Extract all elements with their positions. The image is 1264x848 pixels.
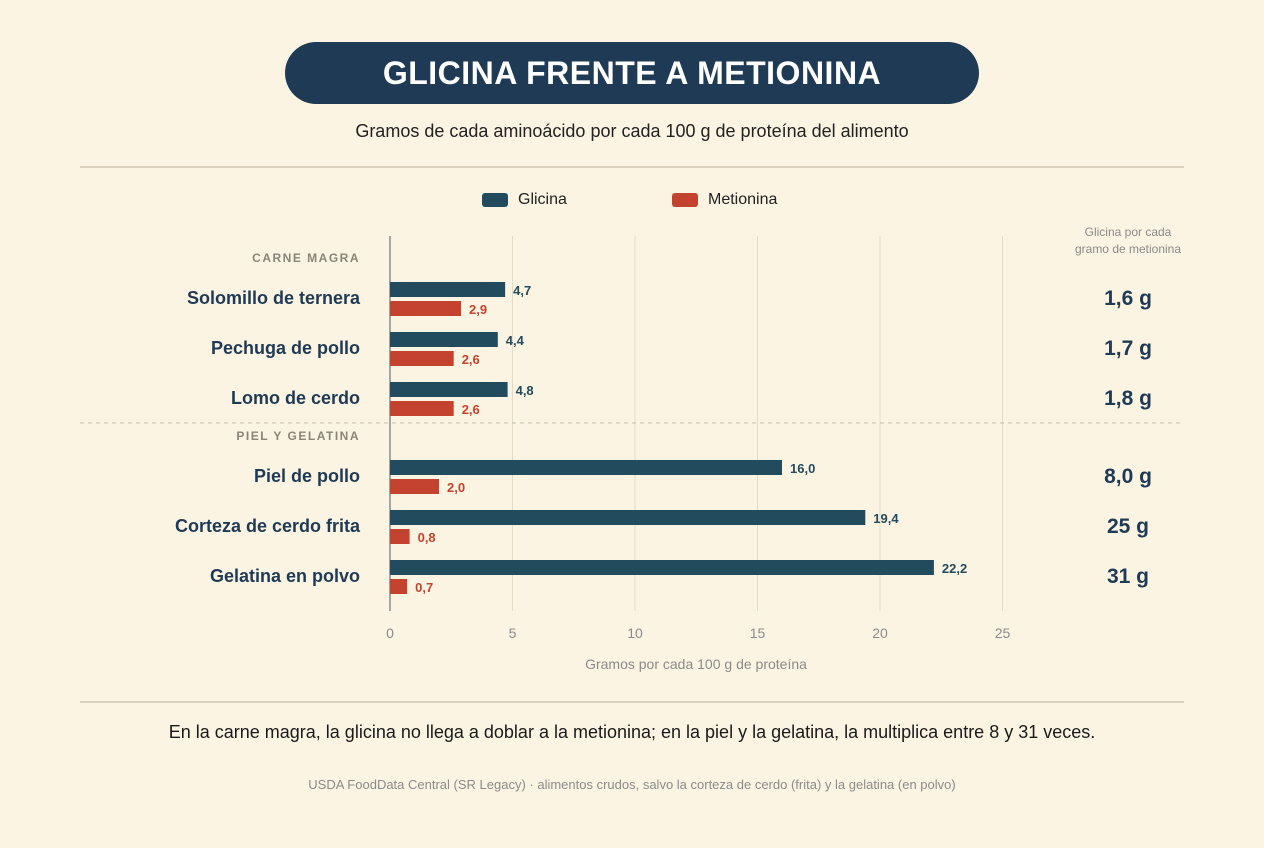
chart-title: GLICINA FRENTE A METIONINA: [382, 54, 882, 91]
data-label-methionine: 2,6: [462, 352, 480, 367]
bar-methionine: [390, 479, 439, 494]
ratio-column-header: Glicina por cada gramo de metionina: [1062, 224, 1194, 258]
data-label-glycine: 19,4: [873, 511, 899, 526]
legend-label-glycine: Glicina: [518, 191, 567, 208]
bar-methionine: [390, 529, 410, 544]
group-label: PIEL Y GELATINA: [236, 429, 360, 443]
x-axis-label: Gramos por cada 100 g de proteína: [585, 656, 807, 672]
bar-glycine: [390, 382, 508, 397]
chart-subtitle: Gramos de cada aminoácido por cada 100 g…: [355, 121, 909, 141]
bar-methionine: [390, 401, 454, 416]
ratio-value: 1,8 g: [1104, 387, 1152, 410]
data-label-glycine: 4,7: [513, 283, 531, 298]
chart-footnote: En la carne magra, la glicina no llega a…: [168, 722, 1096, 742]
bottom-divider: [80, 701, 1184, 703]
bar-glycine: [390, 510, 866, 525]
category-label: Pechuga de pollo: [211, 338, 360, 358]
legend-item-methionine: Metionina: [672, 191, 777, 209]
source-note: USDA FoodData Central (SR Legacy) · alim…: [308, 777, 956, 792]
ratio-header-line1: Glicina por cada: [1084, 225, 1172, 239]
legend-item-glycine: Glicina: [482, 191, 567, 209]
x-tick-label: 5: [509, 625, 517, 641]
data-label-glycine: 4,4: [506, 333, 525, 348]
bar-methionine: [390, 301, 462, 316]
category-label: Solomillo de ternera: [187, 288, 361, 308]
bar-glycine: [390, 560, 934, 575]
data-label-methionine: 2,9: [469, 302, 487, 317]
category-label: Corteza de cerdo frita: [175, 516, 361, 536]
group-label: CARNE MAGRA: [252, 251, 360, 265]
data-label-methionine: 2,6: [462, 402, 480, 417]
category-label: Lomo de cerdo: [231, 388, 360, 408]
data-label-glycine: 16,0: [790, 461, 815, 476]
legend-swatch-methionine: [672, 193, 698, 207]
ratio-value: 1,7 g: [1104, 337, 1152, 360]
title-banner: GLICINA FRENTE A METIONINA: [285, 42, 979, 104]
top-divider: [80, 166, 1184, 168]
data-label-glycine: 4,8: [516, 383, 534, 398]
bar-glycine: [390, 282, 506, 297]
x-tick-label: 20: [872, 625, 888, 641]
bar-glycine: [390, 332, 498, 347]
ratio-header-line2: gramo de metionina: [1074, 242, 1182, 256]
bar-methionine: [390, 579, 408, 594]
x-tick-label: 25: [995, 625, 1011, 641]
ratio-value: 1,6 g: [1104, 287, 1152, 310]
category-label: Gelatina en polvo: [210, 566, 360, 586]
x-tick-label: 15: [750, 625, 766, 641]
ratio-value: 31 g: [1107, 565, 1149, 588]
x-tick-label: 0: [386, 625, 394, 641]
ratio-value: 8,0 g: [1104, 465, 1152, 488]
bar-methionine: [390, 351, 454, 366]
legend-swatch-glycine: [482, 193, 508, 207]
bar-glycine: [390, 460, 782, 475]
data-label-glycine: 22,2: [942, 561, 967, 576]
data-label-methionine: 2,0: [447, 480, 465, 495]
data-label-methionine: 0,8: [418, 530, 436, 545]
legend-label-methionine: Metionina: [708, 191, 778, 208]
x-tick-label: 10: [627, 625, 643, 641]
ratio-value: 25 g: [1107, 515, 1149, 538]
category-label: Piel de pollo: [254, 466, 360, 486]
data-label-methionine: 0,7: [415, 580, 433, 595]
